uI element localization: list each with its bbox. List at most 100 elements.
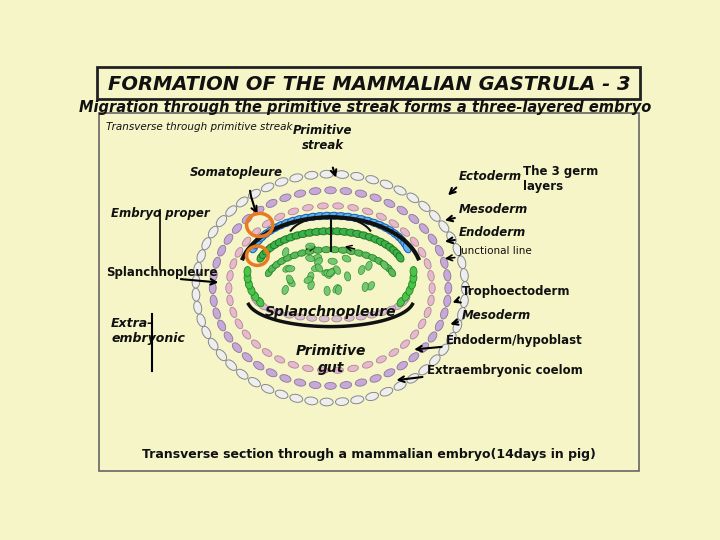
Ellipse shape (287, 279, 295, 287)
Ellipse shape (369, 219, 379, 227)
Ellipse shape (340, 382, 351, 389)
Ellipse shape (305, 397, 318, 405)
Ellipse shape (394, 186, 406, 195)
Ellipse shape (407, 374, 418, 383)
Ellipse shape (348, 205, 359, 211)
Ellipse shape (282, 248, 289, 256)
Ellipse shape (210, 282, 216, 294)
Ellipse shape (377, 356, 387, 363)
Ellipse shape (462, 281, 469, 295)
Ellipse shape (252, 239, 260, 249)
Ellipse shape (313, 247, 323, 253)
Ellipse shape (348, 365, 359, 372)
Ellipse shape (441, 308, 448, 319)
Ellipse shape (350, 214, 361, 221)
Ellipse shape (226, 360, 237, 370)
Ellipse shape (397, 361, 408, 370)
Ellipse shape (402, 294, 410, 303)
Ellipse shape (230, 307, 237, 318)
Ellipse shape (322, 247, 331, 253)
Ellipse shape (261, 384, 274, 393)
Ellipse shape (284, 254, 292, 261)
Ellipse shape (197, 249, 205, 262)
Ellipse shape (306, 243, 315, 249)
Ellipse shape (213, 257, 220, 268)
Ellipse shape (250, 242, 258, 253)
Ellipse shape (336, 285, 342, 294)
Ellipse shape (251, 292, 259, 301)
Ellipse shape (355, 190, 366, 197)
Ellipse shape (305, 248, 315, 254)
Ellipse shape (244, 273, 251, 283)
Ellipse shape (266, 244, 275, 252)
Ellipse shape (406, 286, 413, 295)
Ellipse shape (439, 221, 449, 232)
Ellipse shape (380, 261, 388, 268)
Ellipse shape (197, 314, 205, 327)
Ellipse shape (194, 301, 202, 314)
Ellipse shape (208, 226, 218, 238)
Ellipse shape (410, 237, 418, 246)
Ellipse shape (429, 283, 435, 294)
Ellipse shape (388, 268, 396, 276)
Text: Splanchnopleure: Splanchnopleure (106, 266, 217, 279)
Ellipse shape (302, 365, 313, 372)
Ellipse shape (258, 302, 268, 310)
Ellipse shape (424, 307, 431, 318)
Ellipse shape (461, 268, 468, 282)
Ellipse shape (430, 355, 440, 366)
Ellipse shape (375, 221, 385, 229)
Ellipse shape (397, 298, 405, 307)
Ellipse shape (410, 267, 417, 276)
Ellipse shape (290, 252, 300, 259)
Ellipse shape (253, 361, 264, 370)
Ellipse shape (312, 265, 320, 272)
Ellipse shape (319, 316, 329, 322)
Ellipse shape (210, 295, 217, 307)
Ellipse shape (458, 307, 466, 320)
FancyBboxPatch shape (97, 67, 640, 99)
Ellipse shape (428, 332, 437, 342)
Ellipse shape (444, 295, 451, 307)
Ellipse shape (315, 213, 325, 220)
Ellipse shape (393, 249, 402, 259)
Ellipse shape (428, 295, 434, 306)
FancyBboxPatch shape (99, 113, 639, 470)
Ellipse shape (305, 255, 315, 261)
Ellipse shape (329, 212, 339, 219)
Ellipse shape (217, 245, 225, 256)
Ellipse shape (344, 315, 354, 321)
Ellipse shape (377, 309, 387, 316)
Ellipse shape (356, 215, 367, 223)
Text: Embryo proper: Embryo proper (111, 207, 210, 220)
Ellipse shape (278, 258, 287, 265)
Ellipse shape (227, 271, 233, 281)
Ellipse shape (401, 239, 409, 249)
Ellipse shape (384, 369, 395, 377)
Ellipse shape (418, 319, 426, 329)
Ellipse shape (312, 228, 322, 235)
Ellipse shape (262, 220, 272, 227)
Ellipse shape (384, 265, 392, 272)
Ellipse shape (381, 261, 388, 269)
Ellipse shape (275, 238, 284, 246)
Ellipse shape (274, 356, 284, 363)
Ellipse shape (362, 208, 373, 215)
Ellipse shape (308, 281, 315, 290)
Ellipse shape (297, 250, 307, 256)
Ellipse shape (445, 282, 451, 294)
Ellipse shape (248, 286, 255, 295)
Ellipse shape (263, 246, 271, 255)
Ellipse shape (330, 247, 339, 253)
Text: Primitive
streak: Primitive streak (293, 124, 353, 152)
Ellipse shape (333, 228, 343, 235)
Ellipse shape (453, 244, 462, 256)
Ellipse shape (300, 214, 311, 221)
Ellipse shape (408, 279, 415, 289)
Ellipse shape (271, 224, 281, 232)
Ellipse shape (233, 224, 242, 233)
Ellipse shape (377, 238, 386, 246)
Ellipse shape (262, 349, 272, 356)
Ellipse shape (256, 298, 264, 307)
Ellipse shape (359, 232, 369, 239)
